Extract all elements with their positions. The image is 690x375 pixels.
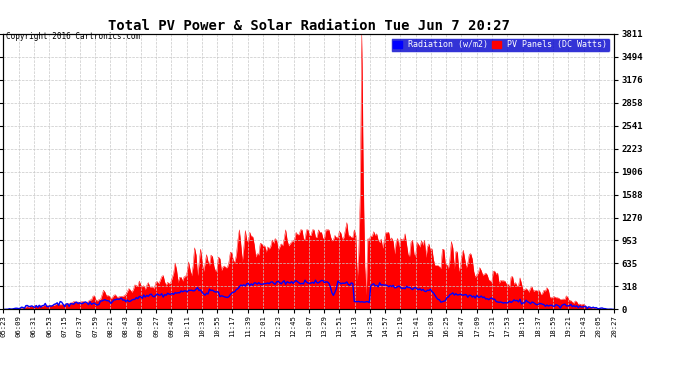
Text: Copyright 2016 Cartronics.com: Copyright 2016 Cartronics.com xyxy=(6,32,139,41)
Legend: Radiation (w/m2), PV Panels (DC Watts): Radiation (w/m2), PV Panels (DC Watts) xyxy=(391,38,610,52)
Title: Total PV Power & Solar Radiation Tue Jun 7 20:27: Total PV Power & Solar Radiation Tue Jun… xyxy=(108,19,510,33)
